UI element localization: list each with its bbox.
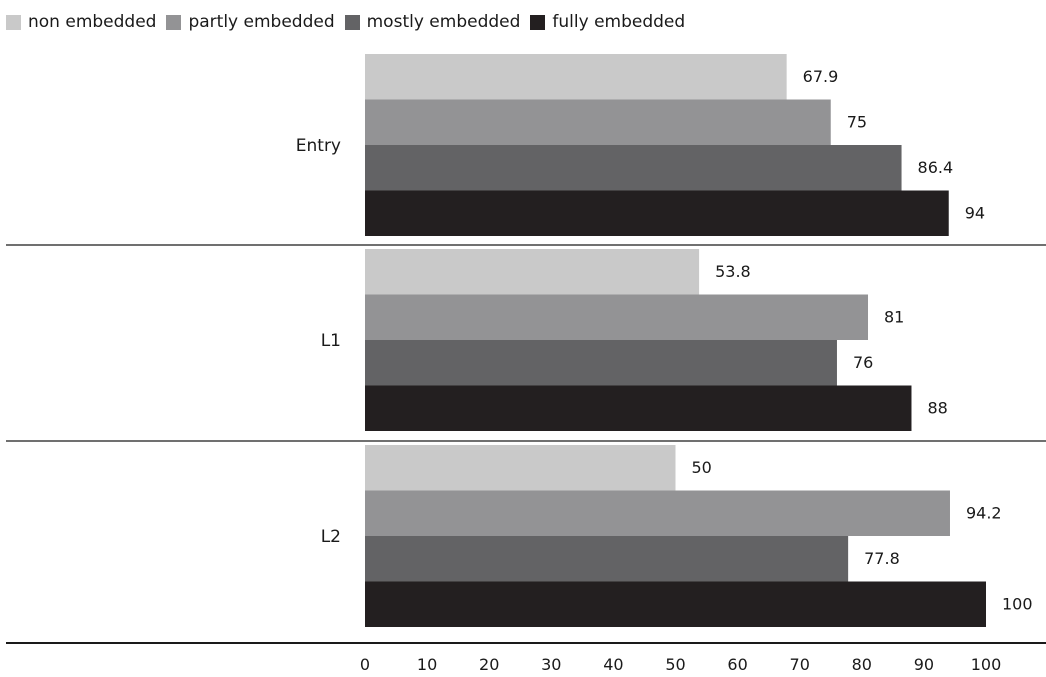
data-label: 94 [965,204,985,223]
legend-label: fully embedded [552,12,686,32]
data-label: 50 [692,458,712,477]
bar [365,445,676,491]
legend-label: non embedded [28,12,157,32]
legend-label: mostly embedded [366,12,521,32]
x-tick-label: 10 [417,655,437,674]
bar [365,581,986,627]
category-label: Entry [296,136,341,156]
bar [365,294,869,340]
bar [365,99,831,145]
legend-item: fully embedded [530,12,685,32]
data-label: 81 [884,308,904,327]
data-label: 86.4 [918,158,954,177]
x-tick-label: 30 [541,655,561,674]
legend-swatch [530,14,546,30]
bar [365,145,902,191]
category-label: L1 [321,331,341,351]
bar [365,249,700,295]
legend: non embedded partly embedded mostly embedd… [6,10,695,34]
x-tick-label: 100 [971,655,1002,674]
x-tick-label: 90 [914,655,934,674]
category-label: L2 [321,527,341,547]
data-label: 53.8 [715,262,751,281]
data-label: 67.9 [803,67,839,86]
data-label: 100 [1002,595,1033,614]
x-tick-label: 70 [790,655,810,674]
x-tick-label: 40 [603,655,623,674]
bar [365,536,849,582]
data-label: 75 [847,113,867,132]
data-label: 77.8 [864,549,900,568]
x-tick-label: 50 [665,655,685,674]
bar [365,385,912,431]
legend-swatch [6,14,21,30]
x-tick-label: 60 [727,655,747,674]
data-label: 88 [927,399,947,418]
legend-swatch [344,14,360,30]
legend-item: partly embedded [166,12,335,32]
legend-label: partly embedded [188,12,335,32]
data-label: 76 [853,353,873,372]
legend-item: mostly embedded [344,12,521,32]
bar [365,490,950,536]
bar [365,340,837,386]
x-tick-label: 20 [479,655,499,674]
bar [365,190,949,236]
x-tick-label: 80 [852,655,872,674]
legend-item: non embedded [6,12,156,32]
legend-swatch [166,14,182,30]
x-tick-label: 0 [360,655,370,674]
data-label: 94.2 [966,504,1002,523]
bar [365,54,787,100]
